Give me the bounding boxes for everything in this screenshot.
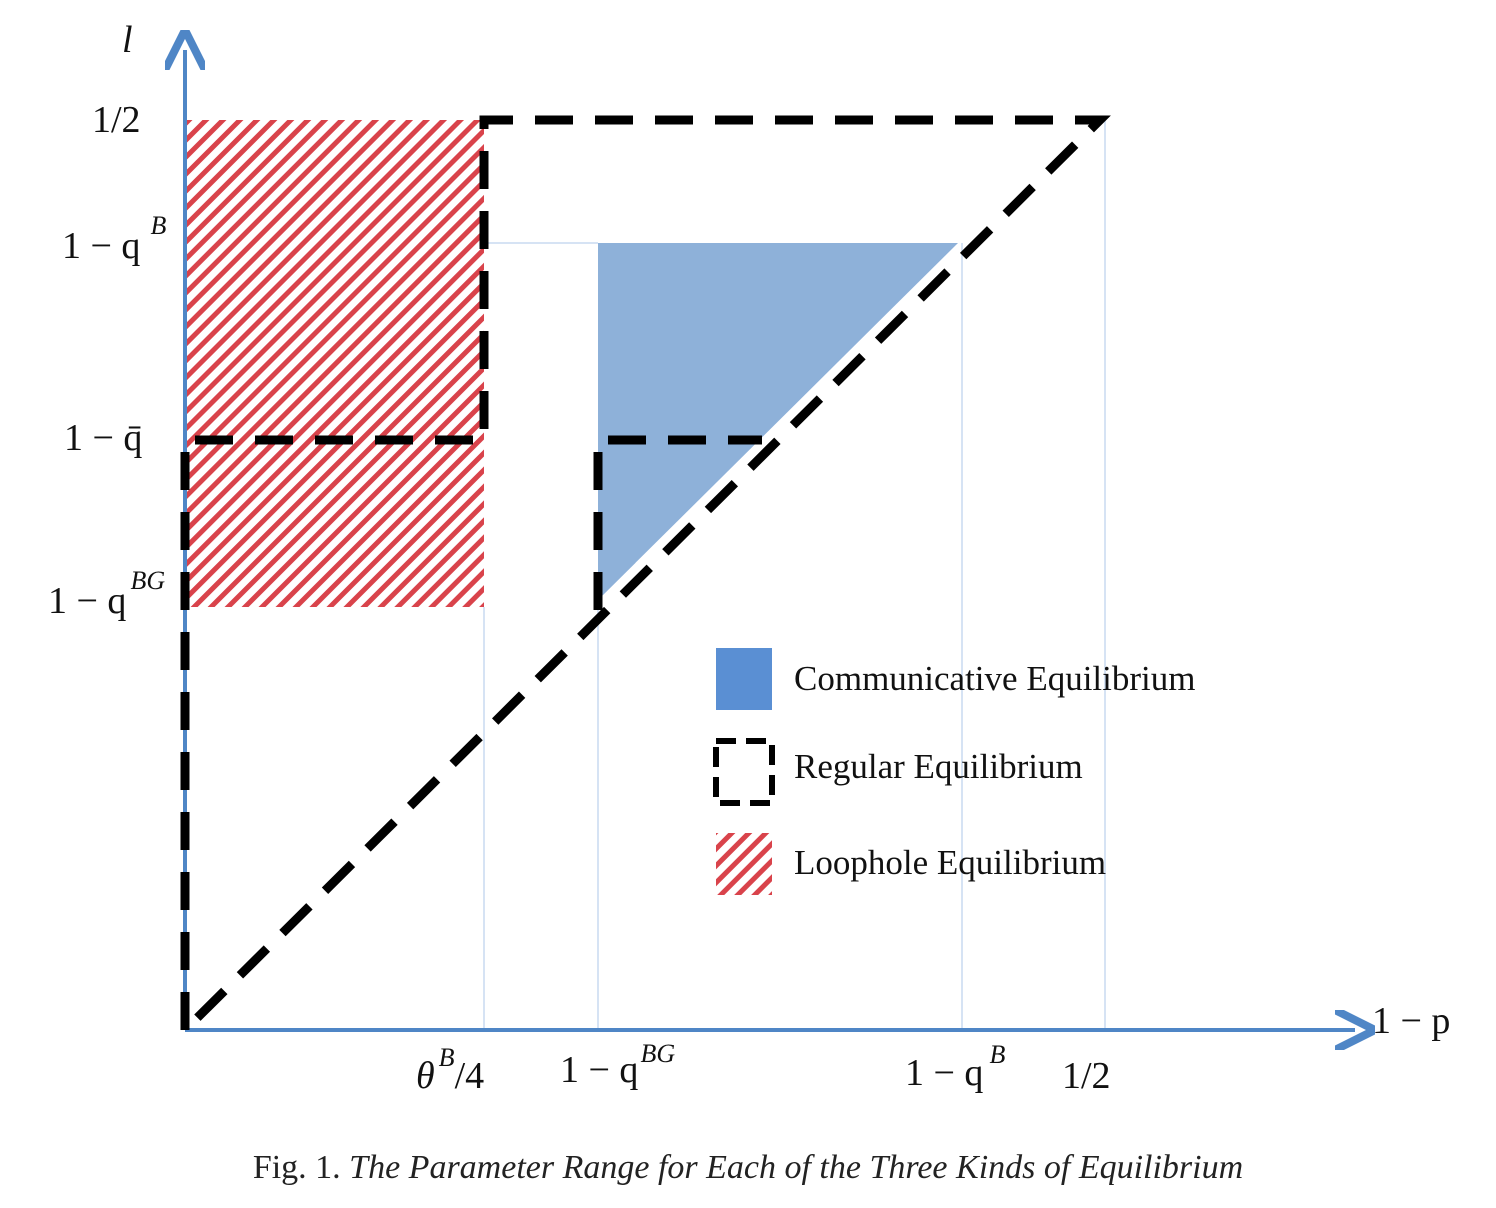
tick-base: 1 − q	[48, 580, 126, 622]
legend-swatch	[713, 738, 775, 806]
tick-sup: BG	[640, 1039, 675, 1068]
communicative-region	[598, 243, 958, 600]
tick-sup: B	[150, 211, 166, 240]
y-tick-label: 1 − q BG	[48, 566, 165, 622]
tick-sup: B	[989, 1040, 1005, 1069]
y-tick-label: 1 − q̄	[64, 417, 142, 459]
y-tick-label: 1 − q B	[62, 211, 166, 267]
legend-label: Communicative Equilibrium	[794, 659, 1195, 698]
tick-after: /4	[455, 1055, 485, 1097]
tick-base: 1 − q̄	[64, 417, 142, 459]
caption-text: The Parameter Range for Each of the Thre…	[349, 1149, 1243, 1186]
guide-lines	[483, 120, 1106, 1030]
tick-sup: BG	[130, 566, 165, 595]
x-tick-label: 1/2	[1062, 1055, 1111, 1097]
tick-base: 1 − q	[560, 1049, 638, 1091]
caption-label: Fig. 1.	[253, 1149, 341, 1186]
tick-sup: B	[439, 1043, 455, 1072]
legend-swatch	[716, 833, 772, 895]
tick-base: 1 − q	[905, 1052, 983, 1094]
regular-boundary	[180, 115, 1111, 1034]
x-tick-label: 1 − qBG	[560, 1039, 675, 1091]
tick-base: 1/2	[1062, 1055, 1111, 1097]
legend-swatch	[716, 648, 772, 710]
loophole-region	[185, 120, 484, 607]
caption: Fig. 1. The Parameter Range for Each of …	[253, 1149, 1243, 1186]
legend-label: Regular Equilibrium	[794, 747, 1083, 786]
y-tick-label: 1/2	[92, 99, 141, 141]
tick-base: 1 − q	[62, 225, 140, 267]
legend-label: Loophole Equilibrium	[794, 843, 1106, 882]
legend: Communicative Equilibrium Regular Equili…	[713, 648, 1195, 895]
x-tick-label: θ B/4	[416, 1043, 484, 1097]
x-axis-label: 1 − p	[1372, 1000, 1450, 1042]
tick-base: θ	[416, 1055, 435, 1097]
tick-base: 1/2	[92, 99, 141, 141]
y-axis-label: l	[122, 19, 133, 61]
